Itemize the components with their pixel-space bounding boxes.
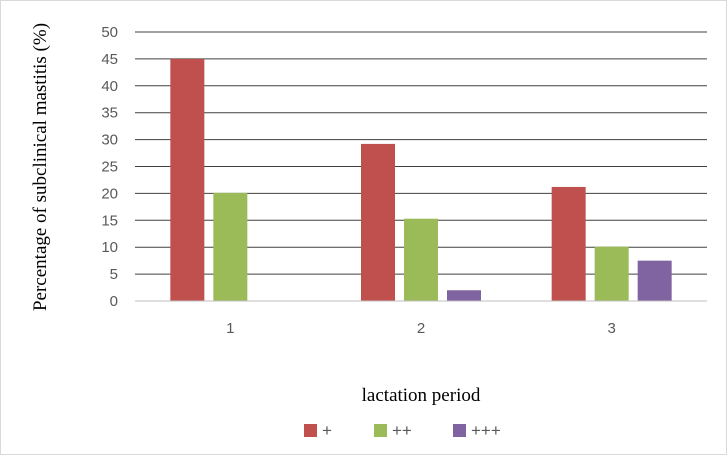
legend: + ++ +++ bbox=[304, 421, 501, 440]
y-tick-label: 20 bbox=[101, 185, 118, 202]
x-tick-label: 3 bbox=[607, 320, 615, 337]
legend-swatch bbox=[453, 424, 466, 437]
bar-2-3 bbox=[594, 246, 629, 301]
y-axis-title: Percentage of subclinical mastitis (%) bbox=[30, 23, 51, 311]
legend-label: + bbox=[322, 421, 332, 440]
x-tick-label: 2 bbox=[417, 320, 425, 337]
legend-swatch bbox=[374, 424, 387, 437]
y-tick-label: 35 bbox=[101, 105, 118, 122]
legend-swatch bbox=[304, 424, 317, 437]
bar-3-2 bbox=[447, 290, 481, 301]
bar-2-2 bbox=[404, 218, 438, 301]
y-tick-label: 50 bbox=[101, 24, 118, 41]
y-tick-label: 10 bbox=[101, 239, 118, 256]
bar-1-2 bbox=[361, 143, 395, 301]
y-tick-label: 40 bbox=[101, 78, 118, 95]
bar-1-3 bbox=[551, 186, 586, 301]
y-tick-label: 30 bbox=[101, 132, 118, 149]
x-tick-label: 1 bbox=[226, 320, 234, 337]
legend-label: +++ bbox=[471, 421, 501, 440]
y-tick-label: 5 bbox=[110, 266, 118, 283]
legend-label: ++ bbox=[392, 421, 412, 440]
x-axis-title: lactation period bbox=[362, 385, 481, 406]
axes: 0 5 10 15 20 25 30 35 40 45 50 1 2 3 bbox=[101, 24, 707, 337]
bar-2-1 bbox=[213, 192, 248, 301]
bar-3-3 bbox=[637, 260, 672, 301]
y-tick-label: 15 bbox=[101, 212, 118, 229]
y-tick-label: 45 bbox=[101, 51, 118, 68]
bar-1-1 bbox=[170, 58, 205, 302]
y-tick-label: 25 bbox=[101, 159, 118, 176]
y-tick-label: 0 bbox=[110, 293, 118, 310]
bars bbox=[170, 58, 672, 302]
